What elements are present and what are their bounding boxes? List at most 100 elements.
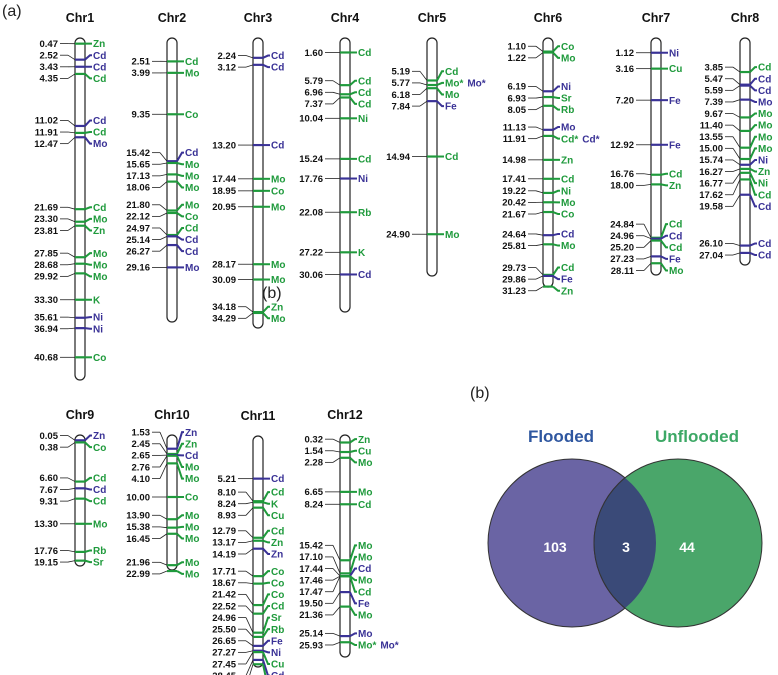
marker-position: 21.67 — [502, 209, 526, 220]
marker: 27.23 Fe — [610, 254, 681, 265]
connector-left — [419, 87, 428, 95]
marker-position: 5.59 — [705, 86, 724, 97]
marker: 24.96 Cd — [610, 231, 682, 242]
marker-position: 11.40 — [700, 120, 723, 131]
connector-left — [643, 184, 652, 186]
marker-position: 25.93 — [299, 640, 323, 651]
marker-position: 17.62 — [699, 190, 723, 201]
panel-b-label: (b) — [470, 385, 490, 402]
marker: 17.71 Co — [212, 566, 284, 577]
marker-position: 11.02 — [35, 116, 58, 127]
marker-element: Mo — [561, 53, 575, 64]
connector-right — [262, 651, 270, 665]
marker: 1.22 Mo — [508, 51, 575, 64]
marker-element: Cd — [93, 74, 106, 85]
connector-right — [176, 226, 184, 236]
connector-left — [245, 628, 254, 638]
connector-right — [262, 659, 270, 675]
marker-element: Zn — [758, 167, 770, 178]
marker-position: 34.29 — [212, 314, 236, 325]
marker-position: 8.10 — [218, 487, 237, 498]
marker-position: 18.67 — [212, 578, 236, 589]
marker: 19.22 Ni — [502, 186, 571, 197]
marker-element: Cd — [358, 76, 371, 87]
chromosome-title: Chr11 — [241, 409, 276, 423]
marker-position: 11.13 — [503, 122, 526, 133]
connector-right — [552, 96, 560, 100]
connector-right — [349, 606, 357, 616]
marker-element: Cd — [758, 239, 771, 250]
marker-element: Cu — [358, 446, 371, 457]
marker-element: Mo — [758, 132, 772, 143]
connector-left — [159, 212, 168, 217]
marker-position: 21.96 — [126, 558, 150, 569]
connector-right — [176, 561, 184, 567]
marker-position: 12.47 — [34, 139, 58, 150]
connector-right — [552, 45, 560, 53]
marker-element: Cd — [561, 230, 574, 241]
marker-element: Mo — [93, 272, 107, 283]
chromosome-bar — [166, 37, 178, 323]
marker-position: 28.17 — [212, 260, 236, 271]
marker: 15.74 Ni — [699, 155, 768, 166]
connector-left — [535, 286, 544, 292]
marker-element: Cd — [271, 141, 284, 152]
marker: 6.19 Ni — [508, 82, 572, 93]
marker-position: 34.18 — [212, 302, 236, 313]
chromosome-title: Chr9 — [66, 408, 95, 422]
marker: 1.54 Cu — [305, 446, 372, 457]
marker-element: Fe — [561, 275, 573, 286]
connector-left — [535, 211, 544, 215]
connector-right — [176, 162, 184, 166]
connector-right — [552, 243, 560, 247]
connector-left — [535, 96, 544, 99]
marker: 21.36 Mo — [299, 605, 372, 622]
marker-element: Cd — [185, 148, 198, 159]
marker: 23.81 Zn — [34, 224, 105, 237]
marker-position: 2.51 — [132, 57, 151, 68]
connector-right — [262, 628, 270, 638]
connector-left — [159, 227, 168, 236]
connector-left — [732, 168, 741, 172]
marker-position: 15.74 — [699, 155, 723, 166]
marker-position: 24.96 — [212, 613, 236, 624]
marker: 14.94 Cd — [386, 152, 458, 163]
marker-element: Cd — [185, 235, 198, 246]
marker: 28.17 Mo — [212, 260, 285, 271]
connector-right — [749, 98, 757, 103]
marker: 18.06 Mo — [126, 180, 199, 194]
connector-left — [332, 457, 341, 463]
connector-left — [732, 159, 741, 166]
marker-position: 27.85 — [34, 248, 58, 259]
marker-element: Mo — [758, 98, 772, 109]
marker-element: Fe — [669, 140, 681, 151]
marker: 29.16 Mo — [126, 263, 199, 274]
marker-position: 17.46 — [299, 575, 323, 586]
marker: 7.37 Cd — [305, 96, 371, 111]
marker-position: 20.42 — [502, 198, 526, 209]
marker-element: Cd* — [561, 134, 578, 145]
venn-count-unflooded-only: 44 — [679, 539, 695, 555]
marker-element: Mo* — [358, 641, 376, 652]
marker-element: Fe — [445, 102, 457, 113]
connector-left — [67, 73, 76, 79]
connector-left — [332, 556, 341, 574]
connector-right — [749, 77, 757, 86]
connector-right — [660, 172, 668, 176]
marker-position: 11.91 — [503, 134, 527, 145]
chromosome-bar — [252, 37, 264, 329]
connector-left — [159, 432, 168, 449]
connector-right — [349, 96, 357, 105]
marker: 24.97 Cd — [126, 223, 198, 237]
marker: 31.23 Zn — [502, 285, 573, 297]
marker: 25.81 Mo — [502, 241, 575, 252]
connector-right — [176, 212, 184, 218]
connector-right — [262, 63, 270, 69]
marker-element: Mo — [358, 629, 372, 640]
marker-element: Cd — [93, 116, 106, 127]
connector-left — [732, 66, 741, 73]
marker: 2.28 Mo — [305, 456, 372, 469]
marker-position: 8.93 — [218, 511, 237, 522]
connector-right — [749, 242, 757, 247]
